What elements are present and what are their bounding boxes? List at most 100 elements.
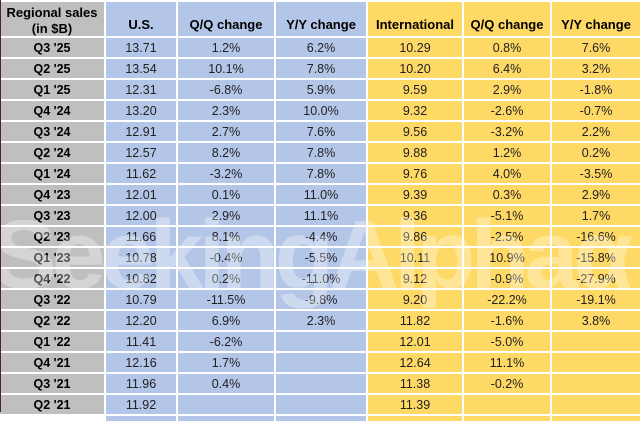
- intl-qq-cell: 6.4%: [464, 59, 552, 80]
- intl-yy-cell: -19.1%: [552, 290, 640, 311]
- intl-value-cell: 12.64: [368, 353, 464, 374]
- table-row: Q2 '23 11.66 8.1% -4.4% 9.86 -2.5% -16.6…: [0, 227, 640, 248]
- table-row: Q2 '24 12.57 8.2% 7.8% 9.88 1.2% 0.2%: [0, 143, 640, 164]
- us-qq-cell: 0.4%: [178, 374, 276, 395]
- table-row: Q2 '25 13.54 10.1% 7.8% 10.20 6.4% 3.2%: [0, 59, 640, 80]
- table-row: Q3 '23 12.00 2.9% 11.1% 9.36 -5.1% 1.7%: [0, 206, 640, 227]
- intl-yy-cell: 2.2%: [552, 122, 640, 143]
- us-value-cell: 13.54: [106, 59, 178, 80]
- intl-value-cell: 11.38: [368, 374, 464, 395]
- intl-yy-cell: [552, 353, 640, 374]
- us-yy-cell: 11.0%: [276, 185, 368, 206]
- us-yy-cell: [276, 353, 368, 374]
- us-value-cell: [106, 416, 178, 421]
- us-yy-cell: -5.5%: [276, 248, 368, 269]
- us-yy-cell: 6.2%: [276, 38, 368, 59]
- quarter-cell: Q4 '24: [0, 101, 106, 122]
- us-value-cell: 10.78: [106, 248, 178, 269]
- intl-yy-cell: [552, 416, 640, 421]
- intl-value-cell: 9.12: [368, 269, 464, 290]
- intl-qq-cell: -5.1%: [464, 206, 552, 227]
- us-qq-cell: 0.2%: [178, 269, 276, 290]
- intl-qq-cell: -1.6%: [464, 311, 552, 332]
- table-row: Q1 '25 12.31 -6.8% 5.9% 9.59 2.9% -1.8%: [0, 80, 640, 101]
- intl-yy-cell: -15.8%: [552, 248, 640, 269]
- intl-yy-cell: [552, 395, 640, 416]
- quarter-cell: Q1 '24: [0, 164, 106, 185]
- us-qq-cell: 1.2%: [178, 38, 276, 59]
- table-row: Q3 '21 11.96 0.4% 11.38 -0.2%: [0, 374, 640, 395]
- intl-qq-cell: -0.9%: [464, 269, 552, 290]
- col-header-us-yy-change: Y/Y change: [276, 0, 368, 38]
- intl-yy-cell: 2.9%: [552, 185, 640, 206]
- us-qq-cell: -6.2%: [178, 332, 276, 353]
- corner-header: Regional sales (in $B): [0, 0, 106, 38]
- quarter-cell: Q3 '23: [0, 206, 106, 227]
- intl-qq-cell: -2.6%: [464, 101, 552, 122]
- corner-header-line2: (in $B): [31, 21, 73, 36]
- col-header-us: U.S.: [106, 0, 178, 38]
- us-yy-cell: [276, 395, 368, 416]
- intl-qq-cell: -0.2%: [464, 374, 552, 395]
- col-header-us-qq-change: Q/Q change: [178, 0, 276, 38]
- col-header-intl-yy-change: Y/Y change: [552, 0, 640, 38]
- quarter-cell: Q3 '24: [0, 122, 106, 143]
- quarter-cell: Q3 '25: [0, 38, 106, 59]
- us-qq-cell: 10.1%: [178, 59, 276, 80]
- us-qq-cell: 2.3%: [178, 101, 276, 122]
- intl-value-cell: 11.82: [368, 311, 464, 332]
- us-qq-cell: -11.5%: [178, 290, 276, 311]
- intl-yy-cell: 1.7%: [552, 206, 640, 227]
- us-qq-cell: 1.7%: [178, 353, 276, 374]
- us-qq-cell: 6.9%: [178, 311, 276, 332]
- quarter-cell: Q2 '24: [0, 143, 106, 164]
- intl-value-cell: 9.86: [368, 227, 464, 248]
- quarter-cell: Q1 '23: [0, 248, 106, 269]
- intl-value-cell: 10.20: [368, 59, 464, 80]
- intl-yy-cell: 3.2%: [552, 59, 640, 80]
- intl-value-cell: 12.01: [368, 332, 464, 353]
- intl-value-cell: 9.32: [368, 101, 464, 122]
- intl-value-cell: 9.88: [368, 143, 464, 164]
- col-header-international: International: [368, 0, 464, 38]
- us-yy-cell: [276, 374, 368, 395]
- us-value-cell: 11.92: [106, 395, 178, 416]
- quarter-cell: Q1 '25: [0, 80, 106, 101]
- intl-value-cell: 9.20: [368, 290, 464, 311]
- us-value-cell: 10.82: [106, 269, 178, 290]
- intl-value-cell: 9.76: [368, 164, 464, 185]
- table-row: Q3 '25 13.71 1.2% 6.2% 10.29 0.8% 7.6%: [0, 38, 640, 59]
- quarter-cell: Q2 '22: [0, 311, 106, 332]
- intl-qq-cell: 0.8%: [464, 38, 552, 59]
- us-yy-cell: 10.0%: [276, 101, 368, 122]
- us-value-cell: 12.20: [106, 311, 178, 332]
- intl-yy-cell: 7.6%: [552, 38, 640, 59]
- us-qq-cell: -0.4%: [178, 248, 276, 269]
- table-row: Q3 '24 12.91 2.7% 7.6% 9.56 -3.2% 2.2%: [0, 122, 640, 143]
- us-yy-cell: [276, 416, 368, 421]
- intl-qq-cell: 10.9%: [464, 248, 552, 269]
- us-qq-cell: [178, 416, 276, 421]
- us-yy-cell: 2.3%: [276, 311, 368, 332]
- us-value-cell: 12.57: [106, 143, 178, 164]
- us-value-cell: 11.96: [106, 374, 178, 395]
- quarter-cell: [0, 416, 106, 421]
- quarter-cell: Q3 '22: [0, 290, 106, 311]
- intl-qq-cell: -3.2%: [464, 122, 552, 143]
- us-yy-cell: -4.4%: [276, 227, 368, 248]
- us-yy-cell: -9.8%: [276, 290, 368, 311]
- intl-yy-cell: -3.5%: [552, 164, 640, 185]
- intl-yy-cell: -0.7%: [552, 101, 640, 122]
- intl-value-cell: 9.39: [368, 185, 464, 206]
- table-row: Q4 '24 13.20 2.3% 10.0% 9.32 -2.6% -0.7%: [0, 101, 640, 122]
- us-yy-cell: 7.6%: [276, 122, 368, 143]
- us-value-cell: 12.01: [106, 185, 178, 206]
- intl-yy-cell: [552, 374, 640, 395]
- us-yy-cell: [276, 332, 368, 353]
- us-qq-cell: 8.2%: [178, 143, 276, 164]
- us-yy-cell: 5.9%: [276, 80, 368, 101]
- table-header-row: Regional sales (in $B) U.S. Q/Q change Y…: [0, 0, 640, 38]
- intl-qq-cell: 4.0%: [464, 164, 552, 185]
- intl-qq-cell: -5.0%: [464, 332, 552, 353]
